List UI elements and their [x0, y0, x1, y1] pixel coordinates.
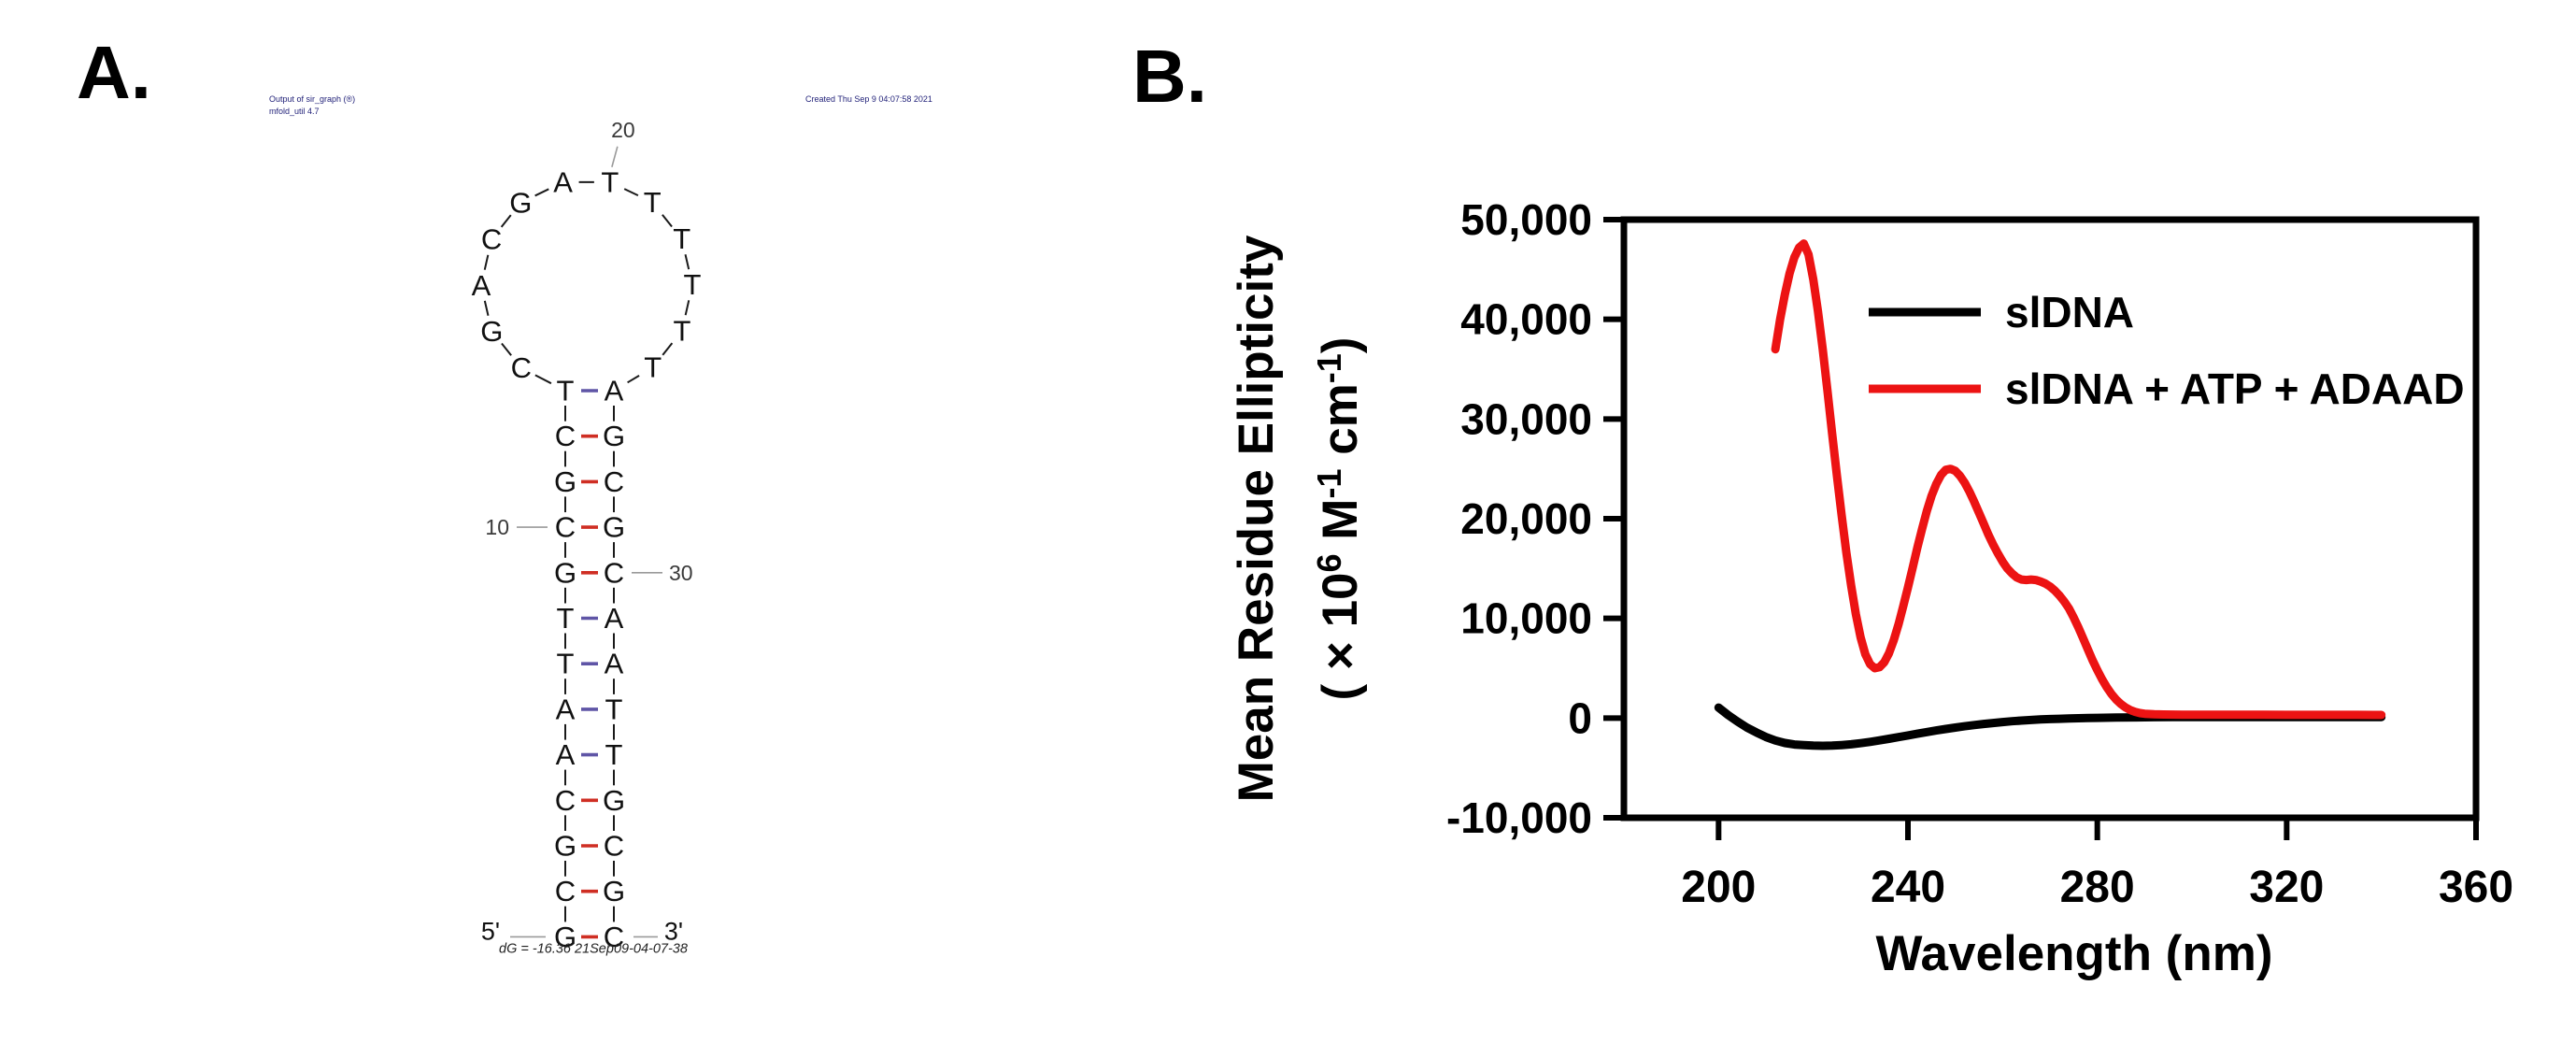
stem-base-left: C: [555, 420, 576, 452]
stem-base-left: C: [555, 784, 576, 817]
loop-base: T: [644, 186, 662, 219]
backbone-segment: [662, 214, 673, 228]
stem-base-left: C: [555, 511, 576, 544]
stem-base-right: T: [605, 693, 623, 725]
stem-base-right: C: [604, 465, 624, 498]
stem-base-right: C: [604, 830, 624, 863]
backbone-segment: [684, 300, 690, 316]
loop-base: G: [509, 186, 532, 219]
backbone-segment: [623, 188, 639, 197]
cd-spectrum-chart: 50,000 40,000 30,000 20,000 10,000 0 -10,000 20…: [1229, 195, 2513, 981]
stem-base-left: T: [557, 602, 575, 635]
loop-base: T: [684, 268, 702, 301]
loop-base: T: [644, 351, 662, 384]
loop-base: T: [673, 314, 690, 347]
y-axis-title-line1: Mean Residue Ellipticity: [1229, 235, 1284, 802]
backbone-segment: [500, 214, 512, 228]
loop-base: T: [601, 165, 619, 198]
y-tick-label: 0: [1568, 693, 1592, 742]
y-tick-label: 50,000: [1460, 195, 1592, 244]
stem-base-right: G: [603, 511, 625, 544]
stem-base-right: G: [603, 420, 625, 452]
x-tick-label: 360: [2439, 863, 2513, 912]
y-tick-label: -10,000: [1446, 793, 1592, 842]
five-prime-label: 5': [481, 917, 500, 945]
y-tick-label: 40,000: [1460, 295, 1592, 344]
three-prime-label: 3': [664, 917, 683, 945]
mfold-created-text: Created Thu Sep 9 04:07:58 2021: [805, 94, 932, 104]
backbone-segment: [534, 374, 552, 385]
position-label-20: 20: [611, 118, 635, 142]
dg-energy-text: dG = -16.36 21Sep09-04-07-38: [499, 941, 688, 956]
label-line-20: [611, 146, 619, 167]
x-tick-label: 320: [2249, 863, 2324, 912]
backbone-segment: [662, 342, 674, 356]
loop-base: A: [472, 269, 491, 302]
stem-base-right: G: [603, 784, 625, 817]
panel-a-label: A.: [77, 31, 151, 114]
x-tick-label: 240: [1871, 863, 1945, 912]
x-tick-label: 280: [2060, 863, 2135, 912]
legend-label: slDNA + ATP + ADAAD: [2005, 364, 2465, 413]
plot-frame: [1620, 216, 2480, 822]
y-tick-label: 20,000: [1460, 494, 1592, 543]
stem-base-right: C: [604, 921, 624, 953]
y-tick-label: 10,000: [1460, 594, 1592, 643]
stem-base-left: C: [555, 875, 576, 907]
x-axis-title: Wavelength (nm): [1876, 926, 2273, 981]
stem-base-left: G: [554, 556, 576, 589]
stem-base-left: T: [557, 375, 575, 407]
stem-base-left: G: [554, 830, 576, 863]
backbone-segment: [684, 254, 690, 270]
stem-base-right: A: [605, 602, 624, 635]
loop-base: T: [673, 222, 690, 255]
backbone-segment: [501, 342, 512, 356]
position-label-10: 10: [485, 515, 509, 539]
stem-base-left: A: [556, 738, 576, 771]
legend-label: slDNA: [2005, 288, 2134, 336]
stem-base-left: G: [554, 921, 576, 953]
stem-base-right: A: [605, 648, 624, 680]
backbone-segment: [483, 300, 490, 316]
stem-base-right: G: [603, 875, 625, 907]
loop-base: G: [480, 315, 503, 348]
position-label-30: 30: [669, 561, 693, 585]
loop-base: A: [553, 165, 573, 198]
stem-base-right: T: [605, 738, 623, 771]
backbone-segment: [534, 188, 549, 197]
y-tick-label: 30,000: [1460, 394, 1592, 443]
dna-hairpin-structure-diagram: Output of sir_graph (®) mfold_util 4.7 Cre…: [269, 94, 932, 956]
panel-b-label: B.: [1132, 35, 1207, 118]
stem-base-right: C: [604, 556, 624, 589]
backbone-segment: [627, 375, 640, 384]
loop-base: C: [481, 223, 502, 256]
x-tick-label: 200: [1681, 863, 1756, 912]
mfold-header-line1: Output of sir_graph (®): [269, 94, 355, 104]
series-curve-sldna-atp-adaad: [1771, 239, 2386, 720]
stem-base-left: T: [557, 648, 575, 680]
stem-base-left: G: [554, 465, 576, 498]
mfold-header-line2: mfold_util 4.7: [269, 107, 320, 116]
loop-base: C: [511, 351, 532, 384]
stem-base-left: A: [556, 693, 576, 725]
y-axis-title-line2: ( × 106 M-1 cm-1): [1310, 337, 1368, 701]
backbone-segment: [483, 254, 490, 270]
stem-base-right: A: [605, 375, 624, 407]
